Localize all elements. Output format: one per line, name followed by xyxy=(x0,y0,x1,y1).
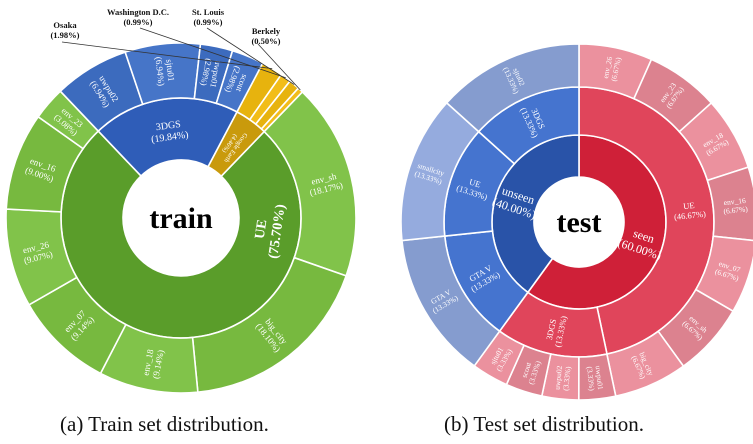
test-outer-label-env-16-3: env_16(6.67%) xyxy=(722,196,749,216)
train-inner-label-3dgs: 3DGS(19.84%) xyxy=(149,118,189,145)
train-callout-line-st-louis xyxy=(206,27,295,85)
train-callout-line-washington-d-c xyxy=(139,27,286,79)
test-sunburst-chart: test seen(60.00%)unseen(40.00%) UE(46.67%)… xyxy=(400,43,753,401)
train-callout-osaka: Osaka (1.98%) xyxy=(50,20,79,40)
caption-test: (b) Test set distribution. xyxy=(444,412,644,436)
train-outer-label-sjtu01: sjtu01(6.94%) xyxy=(153,55,176,86)
train-center-hole xyxy=(123,160,239,276)
caption-train: (a) Train set distribution. xyxy=(60,412,269,436)
train-callout-berkely: Berkely (0.50%) xyxy=(251,26,280,46)
test-middle-label-seen-ue: UE(46.67%) xyxy=(673,199,707,222)
train-callout-line-berkely xyxy=(257,43,301,91)
test-outer-label-uwpu01-7: uwpu01(3.33%) xyxy=(585,365,605,392)
test-outer-sjtu02-13 xyxy=(445,43,580,133)
train-callout-washington-d-c: Washington D.C. (0.99%) xyxy=(107,7,169,27)
test-center-hole xyxy=(534,177,624,267)
train-callout-line-osaka xyxy=(61,41,273,70)
train-outer-label-env-26: env_26(9.07%) xyxy=(20,239,53,266)
train-sunburst-chart: train UE(75.70%)3DGS(19.84%) Google Earth(… xyxy=(5,7,357,394)
test-center-label: test xyxy=(557,206,602,239)
train-center-label: train xyxy=(149,202,213,235)
train-callout-st-louis: St. Louis (0.99%) xyxy=(192,7,225,27)
test-outer-label-uwpu02-8: uwpu02(3.33%) xyxy=(552,365,572,392)
